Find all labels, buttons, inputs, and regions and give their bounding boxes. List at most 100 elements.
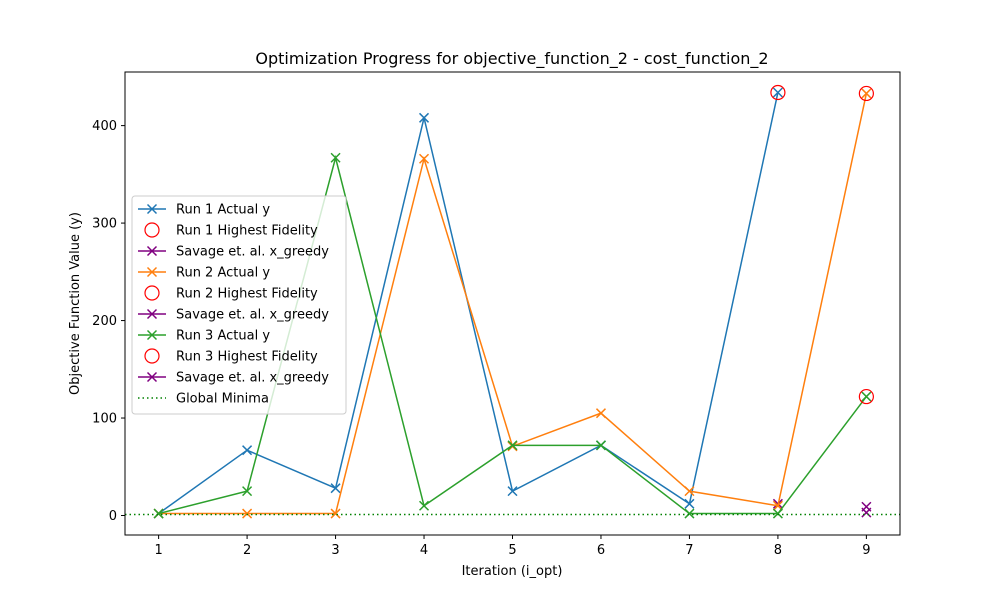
legend-handle-marker	[144, 285, 160, 301]
legend-label: Run 2 Highest Fidelity	[176, 287, 318, 302]
data-point-glyph	[861, 507, 872, 518]
x-tick-label: 6	[597, 543, 605, 558]
legend-handle-marker	[146, 245, 158, 257]
data-point-glyph	[242, 508, 253, 519]
data-point-glyph	[595, 408, 607, 419]
legend-item: Savage et. al. x_greedy	[138, 371, 329, 386]
data-point	[418, 112, 430, 123]
x-tick-label: 4	[420, 543, 428, 558]
data-point	[242, 445, 253, 456]
x-tick-label: 8	[774, 543, 782, 558]
data-point	[418, 500, 430, 511]
data-point	[595, 440, 607, 451]
data-point	[507, 440, 518, 451]
data-point-glyph	[507, 486, 518, 497]
data-point-glyph	[684, 486, 695, 497]
legend-label: Global Minima	[176, 392, 269, 407]
y-tick-label: 200	[92, 314, 117, 329]
data-point	[595, 408, 607, 419]
data-point-glyph	[330, 483, 341, 494]
data-point	[684, 508, 695, 519]
legend-label: Run 2 Actual y	[176, 266, 270, 281]
data-point	[684, 486, 695, 497]
legend-handle-marker-glyph	[146, 266, 158, 278]
data-point-glyph	[330, 508, 341, 519]
legend-label: Run 1 Actual y	[176, 203, 270, 218]
data-point-glyph	[684, 508, 695, 519]
x-tick-label: 5	[508, 543, 516, 558]
y-axis-label: Objective Function Value (y)	[68, 212, 83, 395]
plot-area: 1 2 3 4 5 6 7 8 9 0 100 200 300 400	[92, 71, 901, 558]
x-tick-label: 2	[243, 543, 251, 558]
data-point	[772, 508, 783, 519]
data-point	[242, 486, 253, 497]
series-1	[770, 84, 786, 101]
data-point	[772, 87, 783, 98]
x-tick-label: 1	[154, 543, 162, 558]
data-point	[330, 508, 341, 519]
data-point	[507, 486, 518, 497]
legend-handle-marker-glyph	[146, 245, 158, 257]
data-point-glyph	[242, 486, 253, 497]
legend-item: Run 1 Actual y	[138, 203, 270, 218]
legend-handle-marker	[146, 203, 158, 215]
data-point-glyph	[418, 153, 430, 164]
legend-handle-marker-glyph	[146, 203, 158, 215]
x-tick-label: 7	[685, 543, 693, 558]
x-tick-label: 3	[331, 543, 339, 558]
legend-handle-marker	[146, 329, 158, 341]
data-point-glyph	[772, 87, 783, 98]
data-point	[330, 152, 341, 163]
data-point-glyph	[242, 445, 253, 456]
legend-box	[131, 195, 347, 415]
legend-label: Run 1 Highest Fidelity	[176, 224, 318, 239]
legend-handle-marker	[144, 348, 160, 364]
y-tick-label: 0	[109, 509, 117, 524]
legend-label: Savage et. al. x_greedy	[176, 245, 329, 260]
axis-ticks: 1 2 3 4 5 6 7 8 9 0 100 200 300 400	[92, 119, 870, 558]
legend-handle-marker	[144, 222, 160, 238]
series-8	[861, 507, 872, 518]
data-point-glyph	[330, 152, 341, 163]
data-point-glyph	[153, 508, 164, 519]
legend-handle-marker-glyph	[146, 329, 158, 341]
legend-label: Run 3 Highest Fidelity	[176, 350, 318, 365]
series-4	[858, 85, 874, 102]
highest-fidelity-point	[770, 84, 786, 101]
legend: Run 1 Actual y Run 1 Highest Fidelity Sava…	[131, 195, 347, 415]
y-tick-label: 100	[92, 412, 117, 427]
data-point	[861, 507, 872, 518]
legend-label: Run 3 Actual y	[176, 329, 270, 344]
legend-item: Savage et. al. x_greedy	[138, 245, 329, 260]
legend-handle-marker-glyph	[146, 371, 158, 383]
data-point-glyph	[595, 440, 607, 451]
data-point	[330, 483, 341, 494]
legend-item: Savage et. al. x_greedy	[138, 308, 329, 323]
legend-item: Run 3 Highest Fidelity	[144, 348, 318, 365]
legend-handle-marker-glyph	[146, 308, 158, 320]
data-point-glyph	[684, 498, 695, 509]
data-point-glyph	[507, 440, 518, 451]
legend-handle-marker	[146, 308, 158, 320]
legend-item: Run 3 Actual y	[138, 329, 270, 344]
legend-handle-marker	[146, 371, 158, 383]
legend-item: Run 2 Highest Fidelity	[144, 285, 318, 302]
data-point-glyph	[418, 112, 430, 123]
data-point-glyph	[772, 508, 783, 519]
highest-fidelity-point	[858, 85, 874, 102]
plot-frame	[124, 71, 901, 536]
x-tick-label: 9	[862, 543, 870, 558]
data-point-glyph	[861, 391, 872, 402]
legend-item: Global Minima	[138, 392, 269, 407]
legend-label: Savage et. al. x_greedy	[176, 371, 329, 386]
legend-item: Run 2 Actual y	[138, 266, 270, 281]
y-tick-label: 400	[92, 119, 117, 134]
highest-fidelity-point	[858, 388, 874, 405]
data-point	[153, 508, 164, 519]
data-point	[242, 508, 253, 519]
data-point-glyph	[418, 500, 430, 511]
legend-handle-marker	[146, 266, 158, 278]
data-point	[861, 88, 872, 99]
series-7	[858, 388, 874, 405]
